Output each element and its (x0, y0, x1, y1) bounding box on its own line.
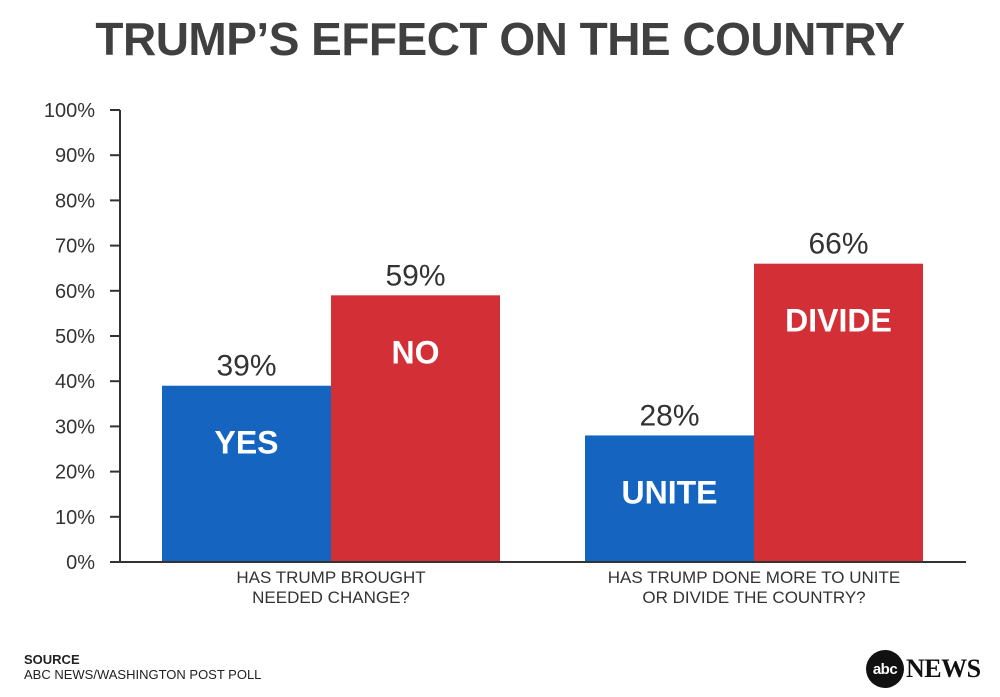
bar-label-divide: DIVIDE (785, 303, 892, 339)
bar-no (331, 295, 500, 562)
abc-news-logo: abc NEWS (866, 649, 981, 689)
y-tick-label: 70% (55, 236, 95, 258)
chart-title: TRUMP’S EFFECT ON THE COUNTRY (95, 13, 905, 65)
y-tick-label: 100% (44, 100, 95, 122)
news-wordmark: NEWS (906, 654, 981, 683)
category-label: NEEDED CHANGE? (252, 588, 410, 607)
category-label: HAS TRUMP DONE MORE TO UNITE (608, 568, 901, 587)
y-tick-label: 80% (55, 190, 95, 212)
y-tick-label: 30% (55, 416, 95, 438)
data-label-no: 59% (385, 259, 445, 292)
data-label-divide: 66% (808, 228, 868, 261)
bar-label-no: NO (392, 334, 440, 370)
data-label-unite: 28% (639, 399, 699, 432)
y-tick-label: 0% (66, 552, 95, 574)
bar-yes (162, 385, 331, 562)
bar-label-unite: UNITE (622, 474, 718, 510)
category-label: OR DIVIDE THE COUNTRY? (642, 588, 865, 607)
abc-logo-mark: abc (866, 650, 904, 688)
source-heading: SOURCE (24, 652, 80, 667)
category-label: HAS TRUMP BROUGHT (236, 568, 425, 587)
y-tick-label: 90% (55, 145, 95, 167)
bar-label-yes: YES (214, 425, 278, 461)
bar-unite (585, 435, 754, 562)
y-tick-label: 40% (55, 371, 95, 393)
data-label-yes: 39% (216, 350, 276, 383)
source-text: ABC NEWS/WASHINGTON POST POLL (24, 667, 262, 682)
y-tick-label: 60% (55, 281, 95, 303)
y-tick-label: 10% (55, 507, 95, 529)
bar-divide (754, 263, 923, 562)
y-tick-label: 20% (55, 462, 95, 484)
source-note: SOURCE ABC NEWS/WASHINGTON POST POLL (24, 652, 261, 682)
y-tick-label: 50% (55, 326, 95, 348)
